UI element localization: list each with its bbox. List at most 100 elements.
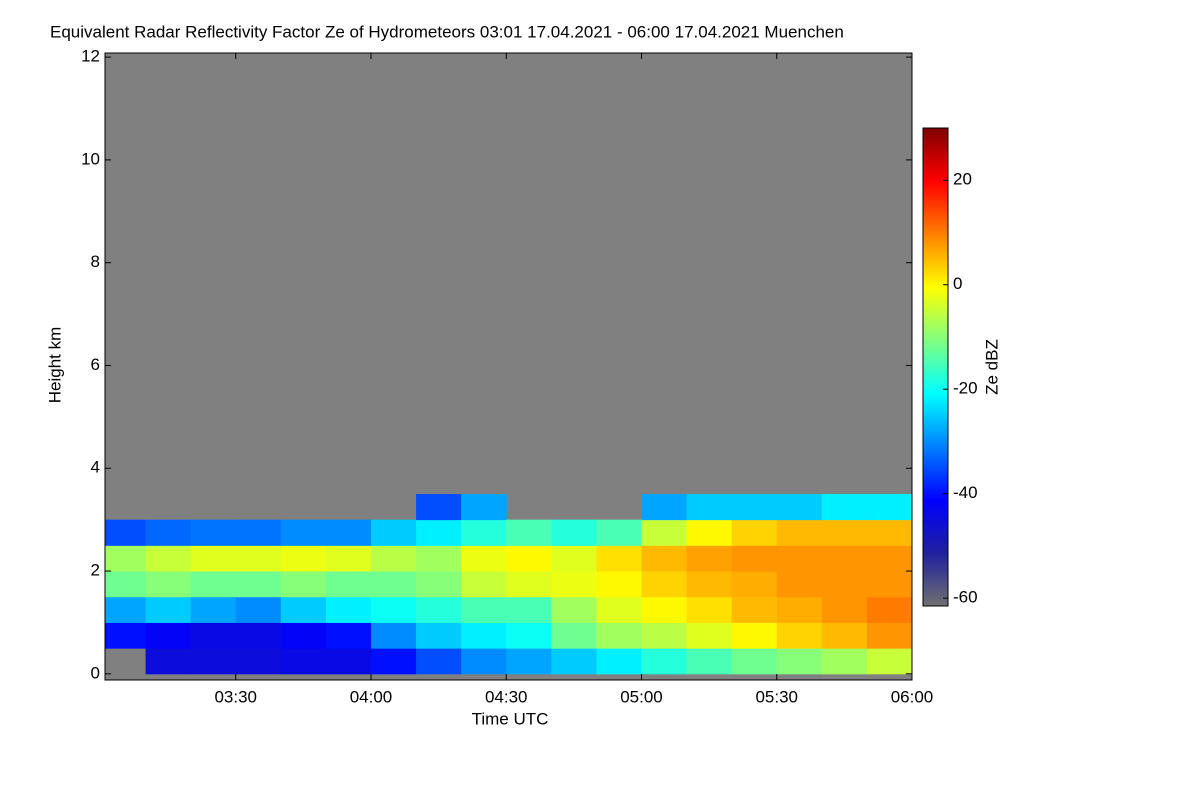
- heatmap-cell: [370, 648, 417, 675]
- heatmap-cell: [641, 648, 688, 675]
- heatmap-cell: [866, 622, 912, 649]
- heatmap-cell: [416, 545, 462, 572]
- heatmap-cell: [821, 493, 868, 521]
- heatmap-cell: [416, 622, 462, 649]
- heatmap-cell: [416, 596, 462, 623]
- heatmap-cell: [325, 622, 372, 649]
- heatmap-cell: [506, 622, 552, 649]
- heatmap-cell: [235, 622, 282, 649]
- heatmap-cell: [866, 493, 912, 521]
- heatmap-cell: [370, 545, 417, 572]
- heatmap-cell: [551, 648, 597, 675]
- heatmap-cell: [416, 519, 462, 546]
- y-tick-label: 4: [91, 458, 100, 477]
- heatmap-cell: [105, 596, 147, 623]
- colorbar-tick-label: -60: [953, 588, 978, 607]
- heatmap-cell: [416, 648, 462, 675]
- heatmap-cell: [551, 596, 597, 623]
- heatmap-cell: [506, 596, 552, 623]
- heatmap-cell: [280, 519, 327, 546]
- y-tick-label: 2: [91, 561, 100, 580]
- heatmap-cell: [776, 545, 823, 572]
- heatmap-cell: [776, 519, 823, 546]
- heatmap-cell: [325, 596, 372, 623]
- colorbar: [922, 127, 949, 607]
- heatmap-cell: [416, 571, 462, 598]
- heatmap-cell: [686, 596, 733, 623]
- heatmap-cell: [280, 622, 327, 649]
- heatmap-cell: [731, 519, 778, 546]
- heatmap-cell: [145, 648, 192, 675]
- heatmap-cell: [506, 519, 552, 546]
- colorbar-tick-label: 20: [953, 170, 972, 189]
- heatmap-cell: [145, 596, 192, 623]
- heatmap-cell: [596, 519, 642, 546]
- heatmap-cell: [235, 596, 282, 623]
- y-tick-label: 10: [81, 149, 100, 168]
- heatmap-cell: [280, 648, 327, 675]
- heatmap-cell: [145, 622, 192, 649]
- heatmap-cell: [551, 519, 597, 546]
- heatmap-cell: [506, 545, 552, 572]
- heatmap-cell: [821, 648, 868, 675]
- heatmap-cell: [190, 519, 237, 546]
- heatmap-cell: [686, 571, 733, 598]
- heatmap-cell: [325, 571, 372, 598]
- x-tick-label: 06:00: [891, 687, 934, 706]
- heatmap-cell: [506, 571, 552, 598]
- heatmap-cell: [506, 648, 552, 675]
- heatmap-cell: [105, 545, 147, 572]
- heatmap-cell: [641, 571, 688, 598]
- heatmap-cell: [235, 545, 282, 572]
- heatmap-cell: [731, 648, 778, 675]
- y-tick-label: 12: [81, 47, 100, 66]
- heatmap-cell: [461, 493, 507, 521]
- heatmap-cell: [776, 596, 823, 623]
- heatmap-cell: [280, 545, 327, 572]
- x-tick-label: 05:30: [755, 687, 798, 706]
- heatmap-cell: [551, 545, 597, 572]
- y-tick-label: 8: [91, 252, 100, 271]
- heatmap-cell: [190, 571, 237, 598]
- heatmap-cell: [461, 571, 507, 598]
- x-tick-label: 05:00: [620, 687, 663, 706]
- heatmap-cell: [866, 648, 912, 675]
- heatmap-cell: [596, 648, 642, 675]
- heatmap-cell: [641, 493, 688, 521]
- heatmap-cell: [461, 545, 507, 572]
- heatmap-cell: [776, 648, 823, 675]
- heatmap-cell: [686, 493, 733, 521]
- heatmap-cell: [105, 571, 147, 598]
- x-axis-label: Time UTC: [472, 709, 549, 728]
- x-tick-label: 03:30: [214, 687, 257, 706]
- x-tick-label: 04:30: [485, 687, 528, 706]
- heatmap-cell: [641, 596, 688, 623]
- heatmap-cell: [190, 622, 237, 649]
- x-tick-label: 04:00: [350, 687, 393, 706]
- heatmap-cell: [145, 545, 192, 572]
- heatmap-cell: [686, 648, 733, 675]
- heatmap-cell: [821, 519, 868, 546]
- heatmap-cell: [641, 622, 688, 649]
- colorbar-tick-label: -20: [953, 379, 978, 398]
- heatmap-cell: [190, 648, 237, 675]
- heatmap-cell: [731, 596, 778, 623]
- heatmap-cell: [641, 519, 688, 546]
- heatmap-cell: [370, 519, 417, 546]
- heatmap-cell: [551, 622, 597, 649]
- heatmap-cell: [821, 596, 868, 623]
- heatmap-cell: [280, 596, 327, 623]
- heatmap-cell: [235, 648, 282, 675]
- heatmap-cell: [370, 596, 417, 623]
- heatmap-cell: [416, 493, 462, 521]
- heatmap-cell: [235, 519, 282, 546]
- heatmap-cell: [551, 571, 597, 598]
- heatmap-cell: [325, 519, 372, 546]
- heatmap-cell: [776, 493, 823, 521]
- heatmap-cell: [731, 571, 778, 598]
- heatmap-cell: [461, 648, 507, 675]
- heatmap: [105, 493, 912, 675]
- heatmap-cell: [461, 622, 507, 649]
- heatmap-cell: [686, 545, 733, 572]
